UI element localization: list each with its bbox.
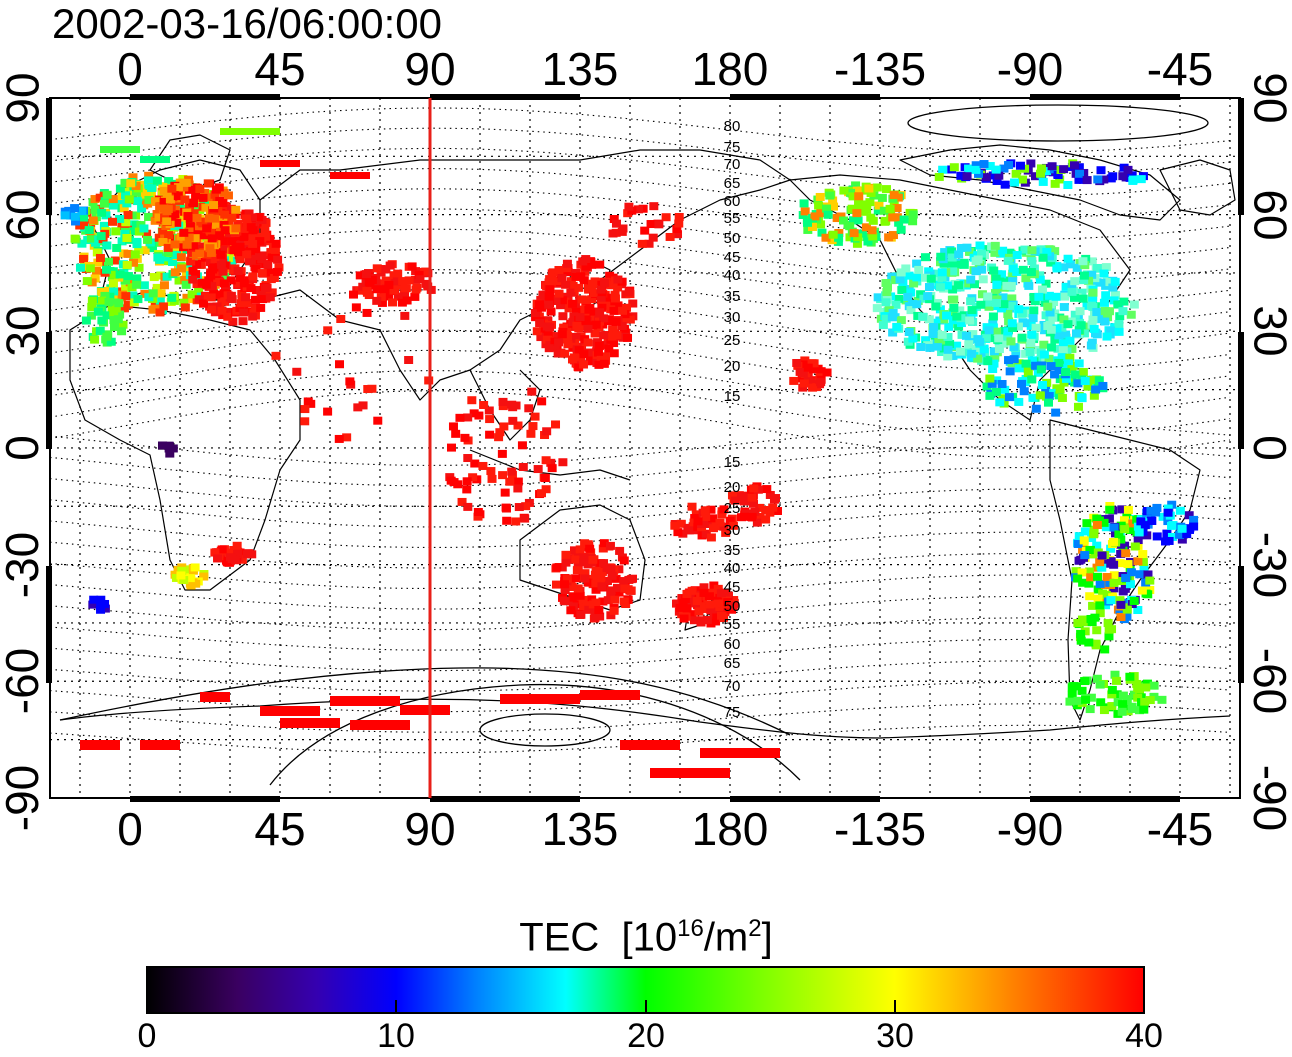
contour-label: 45 <box>724 579 741 596</box>
bottom-lon-tick: 180 <box>691 803 769 855</box>
contour-label: 20 <box>724 358 741 375</box>
contour-label: 25 <box>724 500 741 517</box>
top-lon-tick: -45 <box>1146 43 1214 95</box>
bottom-lon-tick: -45 <box>1146 803 1214 855</box>
colorbar-tick-label: 40 <box>1125 1017 1163 1055</box>
graticule-grid <box>50 98 1240 798</box>
top-lon-tick: 135 <box>541 43 619 95</box>
colorbar-units-suffix: ] <box>761 915 773 960</box>
contour-label: 25 <box>724 332 741 349</box>
colorbar-tick-marks <box>395 1000 896 1013</box>
contour-label: 15 <box>724 454 741 471</box>
contour-label: 80 <box>724 118 741 135</box>
frame-tick-bars <box>46 94 1244 802</box>
colorbar-units-mid: /m <box>703 915 749 960</box>
colorbar-tick-label: 30 <box>876 1017 914 1055</box>
colorbar-units-exp2: 2 <box>748 915 762 942</box>
contour-label: 30 <box>724 522 741 539</box>
contour-labels: 8075706560555045403530252015152025303540… <box>724 118 741 721</box>
contour-label: 55 <box>724 616 741 633</box>
contour-label: 35 <box>724 542 741 559</box>
colorbar-units-prefix: [10 <box>621 915 678 960</box>
bottom-lon-tick: 0 <box>117 803 143 855</box>
contour-label: 45 <box>724 249 741 266</box>
top-lon-tick: -90 <box>996 43 1064 95</box>
contour-label: 20 <box>724 479 741 496</box>
contour-label: 75 <box>724 704 741 721</box>
bottom-lon-tick: 45 <box>254 803 306 855</box>
contour-label: 15 <box>724 388 741 405</box>
contour-label: 70 <box>724 678 741 695</box>
map-timestamp: 2002-03-16/06:00:00 <box>52 0 442 47</box>
colorbar-units-exp1: 16 <box>677 915 704 942</box>
contour-label: 35 <box>724 288 741 305</box>
contour-label: 30 <box>724 309 741 326</box>
top-lon-tick: 45 <box>254 43 306 95</box>
contour-label: 70 <box>724 156 741 173</box>
colorbar-tick-label: 0 <box>137 1017 157 1055</box>
contour-label: 60 <box>724 636 741 653</box>
contour-label: 40 <box>724 560 741 577</box>
colorbar-tick-label: 10 <box>377 1017 415 1055</box>
contour-label: 65 <box>724 175 741 192</box>
top-lon-tick: 180 <box>691 43 769 95</box>
contour-label: 60 <box>724 193 741 210</box>
solid-contours <box>59 104 1209 786</box>
contour-label: 75 <box>724 139 741 156</box>
contour-label: 50 <box>724 598 741 615</box>
bottom-lon-tick: -90 <box>996 803 1064 855</box>
bottom-lon-tick: 90 <box>404 803 456 855</box>
top-lon-tick: -135 <box>833 43 927 95</box>
contour-label: 55 <box>724 210 741 227</box>
contour-label: 50 <box>724 230 741 247</box>
bottom-lon-tick: 135 <box>541 803 619 855</box>
colorbar-tick-label: 20 <box>627 1017 665 1055</box>
top-lon-tick: 90 <box>404 43 456 95</box>
tec-observation-blocks <box>60 128 1199 778</box>
bottom-lon-tick: -135 <box>833 803 927 855</box>
contour-label: 65 <box>724 655 741 672</box>
colorbar-title: TEC [1016/m2] <box>0 905 1292 961</box>
top-lon-tick: 0 <box>117 43 143 95</box>
contour-label: 40 <box>724 267 741 284</box>
colorbar-title-text: TEC <box>519 915 600 960</box>
